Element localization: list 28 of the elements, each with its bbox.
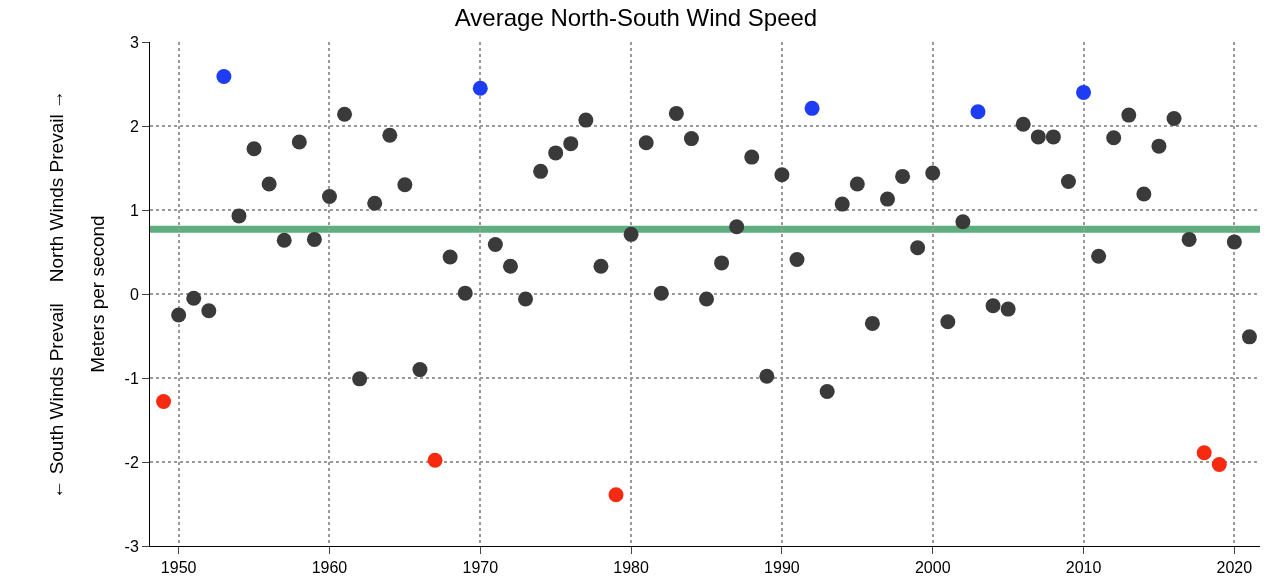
point: [472, 80, 488, 96]
text: ← South Winds Prevail North Winds Prevail →: [45, 90, 67, 499]
point: [216, 68, 232, 84]
x-tick-label: 1960: [311, 559, 348, 577]
y-tick-label: 2: [129, 117, 139, 135]
point: [427, 452, 443, 468]
y-tick-label: 1: [129, 201, 139, 219]
chart-title: Average North-South Wind Speed: [454, 3, 818, 31]
point: [1076, 84, 1092, 100]
point: [1196, 445, 1212, 461]
y-tick-label: 0: [129, 285, 139, 303]
point: [156, 394, 172, 410]
point: [804, 100, 820, 116]
y-tick-label: -2: [124, 453, 139, 471]
x-tick-label: 2000: [914, 559, 951, 577]
x-tick-label: 1970: [462, 559, 499, 577]
point: [608, 487, 624, 503]
x-tick-label: 2010: [1065, 559, 1102, 577]
y-tick-label: 3: [129, 33, 139, 51]
point: [1211, 457, 1227, 473]
y-tick-label: -1: [124, 369, 139, 387]
y-tick-label: -3: [124, 537, 139, 555]
x-tick-label: 1990: [764, 559, 800, 577]
x-tick-label: 2020: [1216, 559, 1253, 577]
x-tick-label: 1980: [613, 559, 649, 577]
y-axis-title: Meters per second: [87, 215, 109, 373]
point: [970, 104, 986, 120]
x-tick-label: 1950: [160, 559, 197, 577]
